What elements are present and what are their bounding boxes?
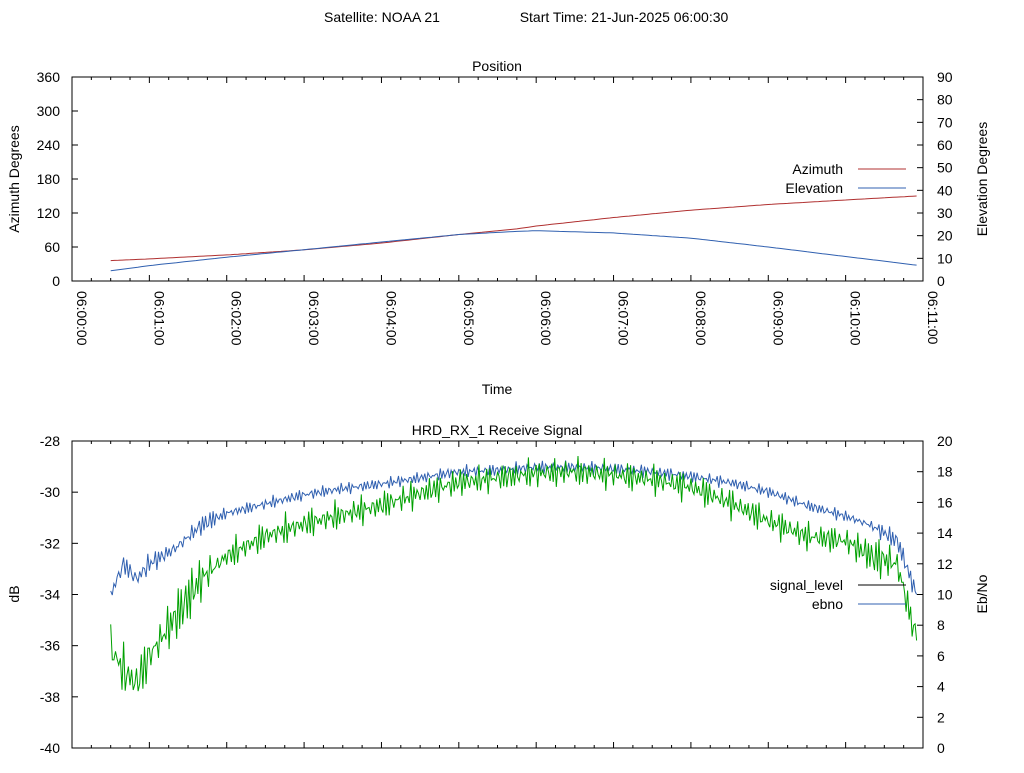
signal-series-line xyxy=(110,455,918,692)
legend-label-azimuth: Azimuth xyxy=(792,161,843,177)
legend-label-elevation: Elevation xyxy=(785,180,843,196)
position-xtick-label: 06:05:00 xyxy=(461,291,477,346)
position-xtick-label: 06:09:00 xyxy=(770,291,786,346)
signal-y2tick-label: 20 xyxy=(937,433,953,449)
signal-y2tick-label: 2 xyxy=(937,709,945,725)
position-chart-title: Position xyxy=(472,58,522,74)
position-chart: Position 0 60 120 180 240 300 360 0 10 20 30 40 50 60… xyxy=(6,58,990,397)
position-series-line xyxy=(110,230,917,272)
signal-y2tick-label: 8 xyxy=(937,617,945,633)
position-y2tick-label: 60 xyxy=(937,137,953,153)
position-xtick-label: 06:08:00 xyxy=(693,291,709,346)
signal-y2label: Eb/No xyxy=(974,574,990,613)
position-xtick-label: 06:07:00 xyxy=(616,291,632,346)
position-xtick-label: 06:00:00 xyxy=(74,291,90,346)
position-ytick-label: 360 xyxy=(37,69,61,85)
position-xtick-label: 06:04:00 xyxy=(383,291,399,346)
position-y2tick-label: 80 xyxy=(937,92,953,108)
position-y2tick-label: 90 xyxy=(937,69,953,85)
position-ytick-label: 300 xyxy=(37,103,61,119)
signal-y2tick-label: 12 xyxy=(937,556,953,572)
start-time-label: Start Time: 21-Jun-2025 06:00:30 xyxy=(520,9,729,25)
position-ytick-label: 180 xyxy=(37,171,61,187)
position-ytick-label: 120 xyxy=(37,205,61,221)
signal-y2tick-label: 0 xyxy=(937,740,945,756)
signal-ytick-label: -40 xyxy=(40,740,60,756)
position-legend: Azimuth Elevation xyxy=(785,161,906,196)
position-series-line xyxy=(110,195,917,262)
position-xtick-label: 06:06:00 xyxy=(538,291,554,346)
position-xlabel: Time xyxy=(482,381,513,397)
signal-plot-frame xyxy=(71,440,924,749)
legend-label-ebno: ebno xyxy=(812,596,843,612)
signal-ytick-label: -36 xyxy=(40,638,60,654)
position-y2label: Elevation Degrees xyxy=(974,122,990,236)
position-ytick-label: 0 xyxy=(52,273,60,289)
legend-label-signal-level: signal_level xyxy=(770,577,843,593)
signal-y2tick-label: 4 xyxy=(937,679,945,695)
signal-chart: HRD_RX_1 Receive Signal -40-38-36-34-32-… xyxy=(6,422,990,756)
signal-y2tick-label: 18 xyxy=(937,464,953,480)
position-y2tick-label: 10 xyxy=(937,250,953,266)
signal-chart-title: HRD_RX_1 Receive Signal xyxy=(412,422,582,438)
position-xtick-label: 06:10:00 xyxy=(848,291,864,346)
signal-ytick-label: -32 xyxy=(40,535,60,551)
signal-ytick-label: -28 xyxy=(40,433,60,449)
signal-ytick-label: -30 xyxy=(40,484,60,500)
position-y2tick-label: 70 xyxy=(937,114,953,130)
position-series xyxy=(110,195,917,272)
signal-y2tick-label: 6 xyxy=(937,648,945,664)
position-ylabel: Azimuth Degrees xyxy=(6,125,22,232)
signal-y2tick-label: 14 xyxy=(937,525,953,541)
position-ticks: 0 60 120 180 240 300 360 0 10 20 30 40 50 60 70 80 90 06:… xyxy=(37,69,953,346)
position-y2tick-label: 40 xyxy=(937,182,953,198)
position-xtick-label: 06:01:00 xyxy=(151,291,167,346)
satellite-label: Satellite: NOAA 21 xyxy=(324,9,440,25)
signal-legend: signal_level ebno xyxy=(770,577,906,612)
position-xtick-label: 06:11:00 xyxy=(925,291,941,345)
position-xtick-label: 06:02:00 xyxy=(229,291,245,346)
signal-ylabel: dB xyxy=(6,585,22,602)
position-y2tick-label: 0 xyxy=(937,273,945,289)
position-xtick-label: 06:03:00 xyxy=(306,291,322,346)
signal-y2tick-label: 16 xyxy=(937,494,953,510)
signal-ytick-label: -38 xyxy=(40,689,60,705)
position-ytick-label: 240 xyxy=(37,137,61,153)
position-ytick-label: 60 xyxy=(44,239,60,255)
signal-ytick-label: -34 xyxy=(40,587,60,603)
signal-series xyxy=(110,455,918,692)
signal-y2tick-label: 10 xyxy=(937,587,953,603)
signal-ticks: -40 -38 -36 -34 -32 -30 -28 0 2 4 6 8 10 12 14 16 18 20 xyxy=(40,433,953,756)
signal-series-line xyxy=(110,460,918,596)
position-y2tick-label: 20 xyxy=(937,228,953,244)
position-y2tick-label: 50 xyxy=(937,160,953,176)
position-y2tick-label: 30 xyxy=(937,205,953,221)
